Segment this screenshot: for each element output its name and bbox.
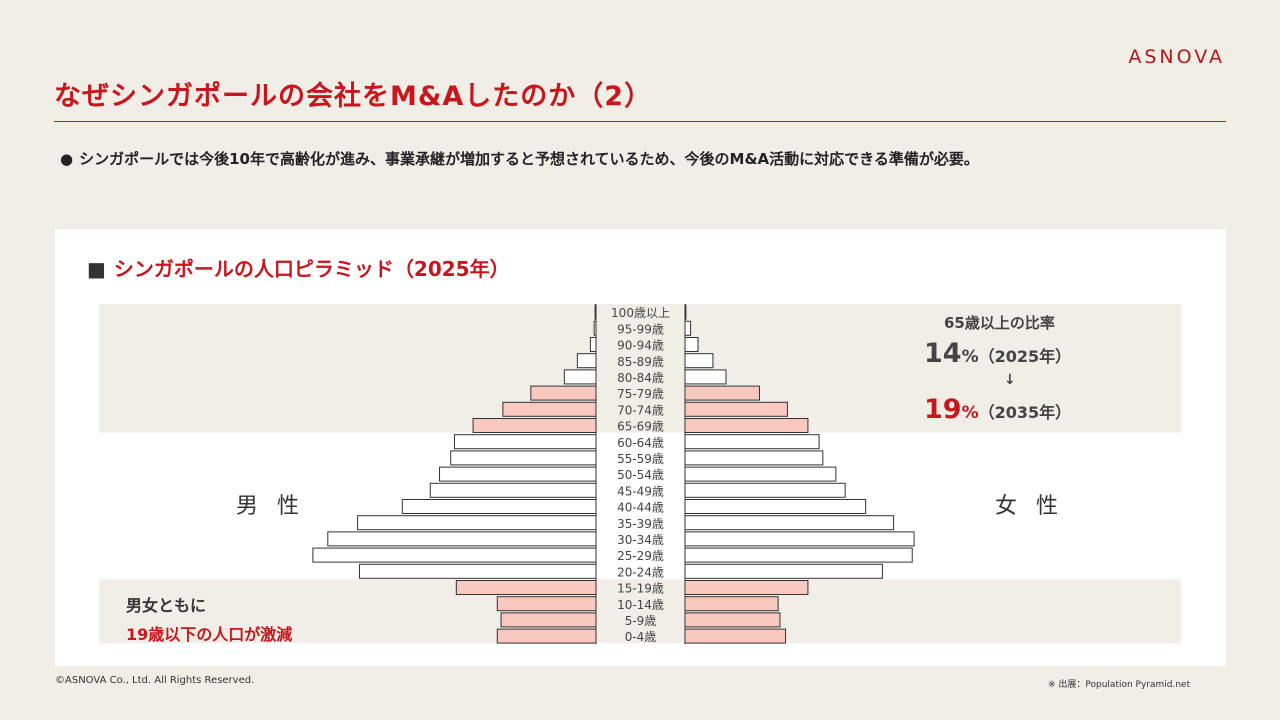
note-line2: 19歳以下の人口が激減 xyxy=(126,625,293,644)
female-bar xyxy=(684,353,714,369)
age-tick-label: 65-69歳 xyxy=(617,420,664,434)
note-line1: 男女ともに xyxy=(126,596,207,615)
age-tick-label: 75-79歳 xyxy=(617,387,664,401)
age-tick-label: 55-59歳 xyxy=(617,452,664,466)
male-bar xyxy=(496,628,597,644)
down-arrow-icon: ↓ xyxy=(1004,372,1016,388)
female-bar xyxy=(684,596,779,612)
ratio-2035: 19%（2035年） xyxy=(924,394,1071,425)
age-tick-label: 5-9歳 xyxy=(625,614,657,628)
male-bar xyxy=(357,515,597,531)
male-bar xyxy=(576,353,597,369)
age-tick-label: 70-74歳 xyxy=(617,403,664,417)
male-bar xyxy=(589,337,597,352)
ratio-2025: 14%（2025年） xyxy=(924,338,1071,369)
female-bar xyxy=(684,466,837,482)
age-tick-label: 35-39歳 xyxy=(617,517,664,531)
female-bar xyxy=(684,320,692,336)
age-tick-label: 0-4歳 xyxy=(625,630,657,644)
page-title: なぜシンガポールの会社をM&Aしたのか（2） xyxy=(54,81,653,112)
age-tick-label: 25-29歳 xyxy=(617,549,664,563)
source-note: ※ 出展：Population Pyramid.net xyxy=(1048,680,1191,690)
age-tick-label: 30-34歳 xyxy=(617,533,664,547)
female-bar xyxy=(684,337,699,352)
female-bar xyxy=(684,515,895,531)
female-bar xyxy=(684,580,809,595)
female-bar xyxy=(684,563,883,579)
age-tick-label: 20-24歳 xyxy=(617,565,664,579)
male-bar xyxy=(450,450,597,466)
elderly-ratio-title: 65歳以上の比率 xyxy=(944,314,1055,332)
age-tick-label: 40-44歳 xyxy=(617,501,664,515)
female-bar xyxy=(684,628,787,644)
summary-text: シンガポールでは今後10年で高齢化が進み、事業承継が増加すると予想されているため… xyxy=(79,150,979,168)
male-bar xyxy=(312,547,597,563)
age-tick-label: 15-19歳 xyxy=(617,582,664,596)
male-bar xyxy=(327,531,597,547)
bullet-marker: ● xyxy=(60,150,74,168)
age-tick-label: 90-94歳 xyxy=(617,339,664,353)
male-bar xyxy=(496,596,597,612)
title-divider xyxy=(54,121,1226,122)
female-bar xyxy=(684,369,727,385)
ratio-2035-unit: % xyxy=(961,403,979,423)
female-bar xyxy=(684,385,760,401)
brand-logo: ASNOVA xyxy=(1128,46,1225,68)
male-bar xyxy=(472,418,597,433)
age-tick-label: 100歳以上 xyxy=(611,306,670,320)
female-bar xyxy=(684,531,915,547)
age-tick-label: 10-14歳 xyxy=(617,598,664,612)
male-label: 男 性 xyxy=(236,494,305,519)
chart-title-text: シンガポールの人口ピラミッド（2025年） xyxy=(113,257,510,281)
male-bar xyxy=(500,612,597,628)
female-bar xyxy=(684,401,788,417)
male-bar xyxy=(502,401,597,417)
square-icon: ■ xyxy=(87,257,106,281)
female-bar xyxy=(684,450,824,466)
highlight-band xyxy=(99,304,1181,433)
male-bar xyxy=(429,482,597,498)
ratio-2035-value: 19 xyxy=(924,394,962,425)
highlight-band xyxy=(99,579,1181,644)
ratio-2035-year: （2035年） xyxy=(978,403,1072,422)
male-bar xyxy=(439,466,597,482)
ratio-2025-year: （2025年） xyxy=(978,347,1072,366)
age-tick-label: 60-64歳 xyxy=(617,436,664,450)
age-tick-label: 80-84歳 xyxy=(617,371,664,385)
youth-decline-note: 男女ともに 19歳以下の人口が激減 xyxy=(126,592,292,645)
female-bar xyxy=(684,499,867,514)
female-bar xyxy=(684,418,809,433)
age-tick-label: 95-99歳 xyxy=(617,322,664,336)
chart-title: ■ シンガポールの人口ピラミッド（2025年） xyxy=(87,253,510,282)
male-bar xyxy=(358,563,597,579)
male-bar xyxy=(563,369,597,385)
female-bar xyxy=(684,612,781,628)
female-bar xyxy=(684,547,913,563)
male-bar xyxy=(530,385,597,401)
female-label: 女 性 xyxy=(995,494,1064,519)
age-tick-label: 85-89歳 xyxy=(617,355,664,369)
male-bar xyxy=(455,580,597,595)
summary-bullet: ● シンガポールでは今後10年で高齢化が進み、事業承継が増加すると予想されているた… xyxy=(60,148,979,169)
copyright: ©ASNOVA Co., Ltd. All Rights Reserved. xyxy=(55,675,255,686)
age-tick-label: 50-54歳 xyxy=(617,468,664,482)
ratio-2025-unit: % xyxy=(961,347,979,367)
female-bar xyxy=(684,434,820,450)
ratio-2025-value: 14 xyxy=(924,338,962,369)
male-bar xyxy=(453,434,597,450)
age-tick-label: 45-49歳 xyxy=(617,484,664,498)
male-bar xyxy=(401,499,597,514)
female-bar xyxy=(684,482,846,498)
